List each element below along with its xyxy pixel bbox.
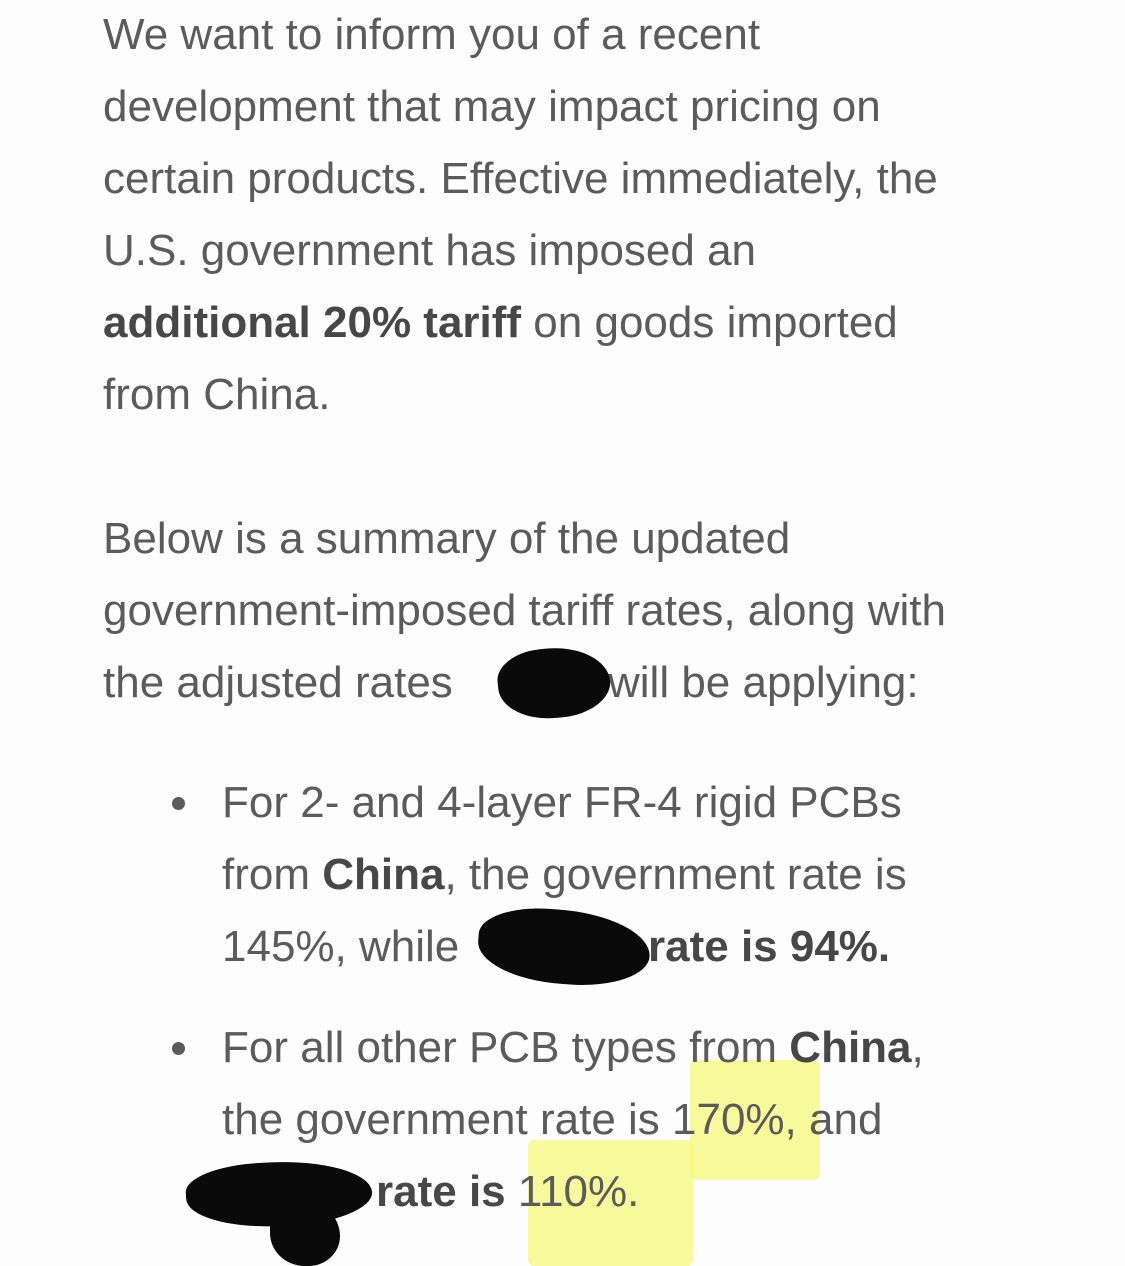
b2-l1-post: ,	[911, 1023, 924, 1072]
rate-bold: rate is	[376, 1167, 506, 1216]
rate-94-bold: rate is 94%.	[648, 922, 891, 971]
highlight-110	[528, 1140, 693, 1266]
redaction-mark	[270, 1200, 340, 1266]
b2-line2: the government rate is 170%, and	[222, 1095, 883, 1144]
bullet-dot	[172, 1042, 185, 1055]
b1-line2: from China, the government rate is	[222, 849, 907, 901]
b1-l2-post: , the government rate is	[444, 850, 907, 899]
p2-line1: Below is a summary of the updated	[103, 514, 791, 563]
b1-line3a: 145%, while	[222, 922, 460, 971]
b1-line1: For 2- and 4-layer FR-4 rigid PCBs	[222, 778, 902, 827]
highlight-170	[690, 1060, 820, 1180]
p1-line5: additional 20% tariff on goods imported	[103, 297, 898, 349]
p1-line4: U.S. government has imposed an	[103, 226, 757, 275]
p1-line3: certain products. Effective immediately,…	[103, 154, 938, 203]
b2-line1: For all other PCB types from China,	[222, 1022, 924, 1074]
p2-line2: government-imposed tariff rates, along w…	[103, 586, 946, 635]
b1-l2-pre: from	[222, 850, 323, 899]
rate-110: 110%.	[505, 1167, 640, 1216]
p1-line1: We want to inform you of a recent	[103, 10, 761, 59]
b2-line3: rate is 110%.	[376, 1166, 639, 1218]
p2-line3b: will be applying:	[608, 658, 919, 707]
p1-line5-rest: on goods imported	[521, 298, 898, 347]
redaction-mark	[475, 904, 653, 990]
china-bold: China	[322, 850, 445, 899]
tariff-bold: additional 20% tariff	[103, 298, 522, 347]
china-bold: China	[789, 1023, 912, 1072]
b1-line3b: rate is 94%.	[648, 921, 890, 973]
p1-line2: development that may impact pricing on	[103, 82, 881, 131]
bullet-dot	[172, 797, 185, 810]
p1-line6: from China.	[103, 370, 331, 419]
redaction-mark	[494, 642, 614, 724]
b2-l1-pre: For all other PCB types from	[222, 1023, 790, 1072]
p2-line3a: the adjusted rates	[103, 658, 453, 707]
